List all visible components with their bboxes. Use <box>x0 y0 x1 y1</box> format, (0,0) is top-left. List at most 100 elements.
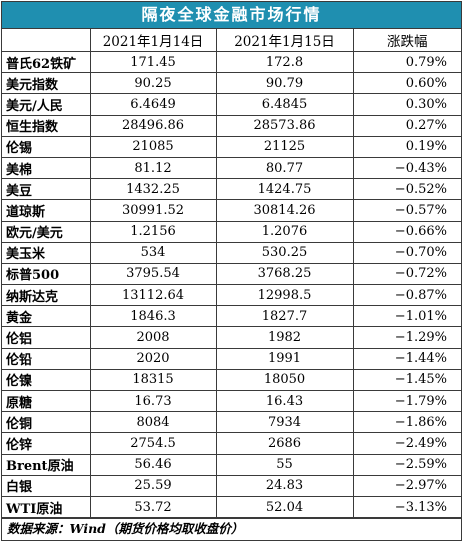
row-value-day2: 7934 <box>215 411 354 434</box>
row-value-day2: 24.83 <box>215 474 354 497</box>
row-value-day2: 16.43 <box>215 389 354 413</box>
row-name: WTI原油 <box>2 495 91 519</box>
row-value-day2: 28573.86 <box>215 114 354 137</box>
table-row: 黄金 1846.3 1827.7 −1.01% <box>2 305 461 328</box>
table-row: 伦镍 18315 18050 −1.45% <box>2 368 461 392</box>
row-value-day1: 90.25 <box>89 72 217 95</box>
row-name: 伦铅 <box>2 347 91 370</box>
row-name: 纳斯达克 <box>2 284 91 307</box>
row-name: 黄金 <box>2 305 91 328</box>
row-value-day2: 6.4845 <box>215 93 354 116</box>
table-row: 伦锌 2754.5 2686 −2.49% <box>2 432 461 455</box>
row-change: 0.19% <box>352 135 461 158</box>
table-header-row: 2021年1月14日 2021年1月15日 涨跌幅 <box>2 29 461 52</box>
table-row: 伦铜 8084 7934 −1.86% <box>2 411 461 434</box>
row-value-day1: 21085 <box>89 135 217 158</box>
table-row: 伦铅 2020 1991 −1.44% <box>2 347 461 370</box>
row-change: 0.30% <box>352 93 461 116</box>
row-value-day2: 1.2076 <box>215 220 354 243</box>
row-value-day1: 53.72 <box>89 495 217 519</box>
row-value-day2: 12998.5 <box>215 284 354 307</box>
table-row: 伦锡 21085 21125 0.19% <box>2 135 461 158</box>
row-value-day1: 56.46 <box>89 453 217 476</box>
row-value-day1: 16.73 <box>89 389 217 413</box>
row-name: 标普500 <box>2 262 91 286</box>
row-name: 白银 <box>2 474 91 497</box>
table-row: 原糖 16.73 16.43 −1.79% <box>2 389 461 413</box>
row-name: 伦锡 <box>2 135 91 158</box>
row-value-day1: 2020 <box>89 347 217 370</box>
row-change: −2.59% <box>352 453 461 476</box>
row-name: 美棉 <box>2 156 91 180</box>
row-value-day2: 1982 <box>215 326 354 349</box>
table-row: 美棉 81.12 80.77 −0.43% <box>2 156 461 180</box>
row-name: 普氏62铁矿 <box>2 51 91 74</box>
row-value-day2: 172.8 <box>215 51 354 74</box>
row-value-day1: 3795.54 <box>89 262 217 286</box>
row-name: 欧元/美元 <box>2 220 91 243</box>
row-name: 伦铝 <box>2 326 91 349</box>
table-row: WTI原油 53.72 52.04 −3.13% <box>2 495 461 519</box>
row-value-day1: 171.45 <box>89 51 217 74</box>
table-row: 欧元/美元 1.2156 1.2076 −0.66% <box>2 220 461 243</box>
row-value-day1: 18315 <box>89 368 217 392</box>
table-row: 美玉米 534 530.25 −0.70% <box>2 241 461 264</box>
row-change: −0.66% <box>352 220 461 243</box>
row-name: 伦锌 <box>2 432 91 455</box>
row-value-day2: 90.79 <box>215 72 354 95</box>
table-row: Brent原油 56.46 55 −2.59% <box>2 453 461 476</box>
row-value-day1: 1432.25 <box>89 178 217 201</box>
row-change: 0.27% <box>352 114 461 137</box>
row-name: 美玉米 <box>2 241 91 264</box>
row-name: Brent原油 <box>2 453 91 476</box>
row-change: −0.52% <box>352 178 461 201</box>
row-change: −2.97% <box>352 474 461 497</box>
row-value-day1: 6.4649 <box>89 93 217 116</box>
row-value-day2: 3768.25 <box>215 262 354 286</box>
row-change: −0.70% <box>352 241 461 264</box>
table-row: 美豆 1432.25 1424.75 −0.52% <box>2 178 461 201</box>
row-change: −2.49% <box>352 432 461 455</box>
source-note: 数据来源：Wind（期货价格均取收盘价） <box>2 518 461 539</box>
row-value-day1: 1846.3 <box>89 305 217 328</box>
row-change: −0.87% <box>352 284 461 307</box>
row-value-day1: 25.59 <box>89 474 217 497</box>
row-change: −1.44% <box>352 347 461 370</box>
row-value-day1: 81.12 <box>89 156 217 180</box>
row-value-day1: 1.2156 <box>89 220 217 243</box>
table-row: 标普500 3795.54 3768.25 −0.72% <box>2 262 461 286</box>
table-row: 白银 25.59 24.83 −2.97% <box>2 474 461 497</box>
table-row: 道琼斯 30991.52 30814.26 −0.57% <box>2 199 461 222</box>
row-change: 0.79% <box>352 51 461 74</box>
row-change: −1.29% <box>352 326 461 349</box>
header-change: 涨跌幅 <box>352 29 461 52</box>
table-row: 纳斯达克 13112.64 12998.5 −0.87% <box>2 284 461 307</box>
row-change: −0.57% <box>352 199 461 222</box>
row-value-day1: 8084 <box>89 411 217 434</box>
row-value-day1: 13112.64 <box>89 284 217 307</box>
row-value-day2: 1991 <box>215 347 354 370</box>
row-value-day2: 530.25 <box>215 241 354 264</box>
row-change: −0.72% <box>352 262 461 286</box>
table-row: 恒生指数 28496.86 28573.86 0.27% <box>2 114 461 137</box>
row-name: 美元/人民 <box>2 93 91 116</box>
row-change: −3.13% <box>352 495 461 519</box>
row-change: −1.01% <box>352 305 461 328</box>
row-change: −1.86% <box>352 411 461 434</box>
row-name: 原糖 <box>2 389 91 413</box>
header-date-1: 2021年1月14日 <box>89 29 217 52</box>
row-value-day1: 28496.86 <box>89 114 217 137</box>
header-name <box>2 29 91 52</box>
row-value-day2: 52.04 <box>215 495 354 519</box>
row-change: −1.79% <box>352 389 461 413</box>
row-change: 0.60% <box>352 72 461 95</box>
row-name: 恒生指数 <box>2 114 91 137</box>
row-value-day1: 30991.52 <box>89 199 217 222</box>
row-value-day2: 2686 <box>215 432 354 455</box>
row-name: 道琼斯 <box>2 199 91 222</box>
row-value-day2: 30814.26 <box>215 199 354 222</box>
row-value-day2: 1827.7 <box>215 305 354 328</box>
row-name: 伦镍 <box>2 368 91 392</box>
page-title: 隔夜全球金融市场行情 <box>2 2 461 29</box>
